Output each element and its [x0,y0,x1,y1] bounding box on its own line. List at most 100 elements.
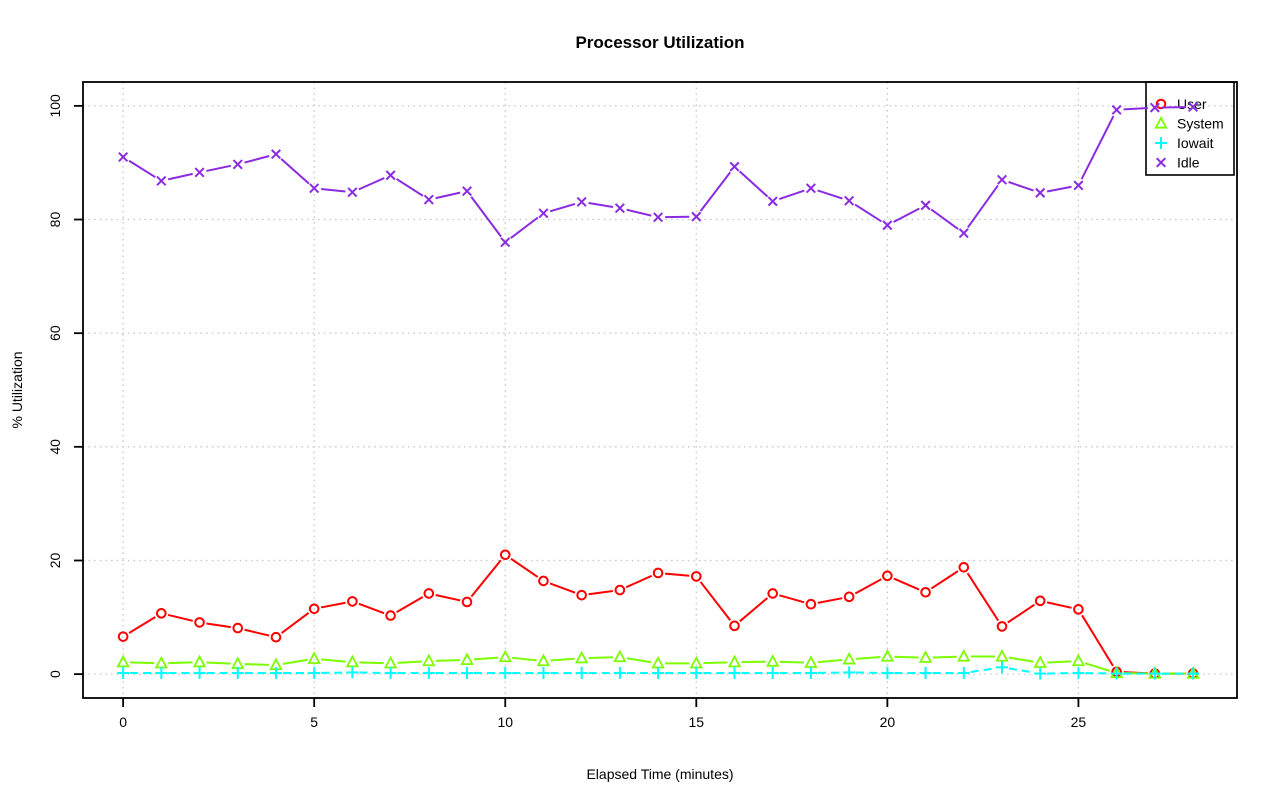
series-system-marker [154,655,169,669]
series-system-marker [651,655,665,669]
series-user-marker [843,591,855,603]
series-user-marker [194,617,205,628]
series-user-segment [435,593,461,602]
series-user-segment [1081,614,1114,667]
series-idle-segment [626,208,652,217]
series-user-marker [538,575,549,587]
series-user-segment [588,589,614,596]
series-user-marker [423,588,435,599]
series-user-marker [347,596,358,607]
y-tick-label: 80 [47,212,63,228]
series-system-marker [880,648,895,662]
series-system-segment [244,663,270,666]
series-user-segment [510,557,539,578]
series-system-segment [397,660,422,664]
series-idle-segment [699,171,732,212]
y-tick-label: 0 [47,670,63,678]
series-idle-marker [691,211,702,222]
series-system-marker [1071,653,1086,667]
y-axis-label: % Utilization [9,351,25,429]
legend-x-icon [1155,157,1167,168]
series-idle-segment [1046,185,1072,193]
series-system-marker [766,654,780,667]
series-user-segment [625,574,653,589]
series-system-marker [116,654,130,668]
series-idle-segment [817,189,843,200]
series-idle-segment [967,184,999,229]
series-idle-marker [232,159,243,170]
series-system-marker [460,652,474,666]
x-tick-label: 0 [119,714,127,730]
series-user-marker [308,603,320,615]
series-system-marker [995,648,1009,662]
series-user-marker [882,570,893,582]
series-user-segment [664,572,690,577]
series-system-segment [856,656,881,660]
series-idle-segment [1080,115,1115,180]
series-idle-marker [1073,180,1084,191]
series-idle-segment [588,202,614,209]
series-user-marker [576,589,587,601]
series-idle-marker [805,183,816,194]
series-system-marker [536,653,551,667]
series-iowait-segment [1008,667,1034,674]
series-user-segment [1046,601,1072,609]
series-idle-segment [470,196,502,238]
series-system-marker [727,654,742,668]
series-user-marker [117,631,129,642]
series-system-segment [435,659,461,662]
legend-triangle-icon [1154,115,1168,129]
series-system-segment [894,655,919,659]
series-idle-segment [549,202,576,213]
series-idle-marker [1035,187,1046,198]
legend-label-user: User [1177,96,1207,112]
series-idle-marker [194,167,205,178]
series-system-segment [932,655,957,659]
series-idle-segment [128,159,156,179]
series-idle-marker [767,196,778,207]
series-system-segment [779,660,804,664]
series-system-segment [626,657,652,664]
series-system-segment [359,661,384,665]
x-tick-label: 25 [1071,714,1087,730]
series-system-segment [321,658,346,663]
series-system-marker [613,649,627,663]
series-system-marker [842,651,856,665]
series-idle-segment [321,187,346,193]
y-tick-label: 40 [47,439,63,455]
series-idle-marker [156,175,167,186]
series-idle-marker [462,186,473,197]
series-idle-marker [500,237,511,248]
series-user-segment [280,612,310,634]
series-user-marker [958,561,970,573]
series-idle-marker [118,152,129,163]
series-idle-marker [423,194,434,205]
x-tick-label: 15 [689,714,705,730]
series-idle-marker [996,174,1008,185]
series-idle-segment [930,208,959,230]
series-idle-marker [576,196,587,207]
series-iowait-segment [970,667,996,673]
series-system-marker [689,655,703,669]
series-user-segment [1007,603,1035,624]
series-system-marker [574,650,589,664]
series-system-marker [804,655,818,668]
series-system-segment [130,661,155,665]
series-idle-segment [206,164,232,172]
series-user-marker [920,587,931,598]
series-idle-segment [1123,106,1148,111]
series-idle-segment [435,191,461,200]
series-idle-segment [739,170,769,198]
series-user-marker [996,621,1008,632]
series-user-segment [358,602,385,615]
legend-circle-icon [1155,98,1167,110]
chart-title: Processor Utilization [575,33,745,52]
series-user-segment [817,597,843,604]
series-user-segment [854,578,882,595]
series-system-segment [168,661,193,665]
series-system-segment [703,661,728,665]
series-user-marker [614,584,626,596]
series-user-marker [729,620,740,632]
series-system-segment [1047,660,1072,664]
